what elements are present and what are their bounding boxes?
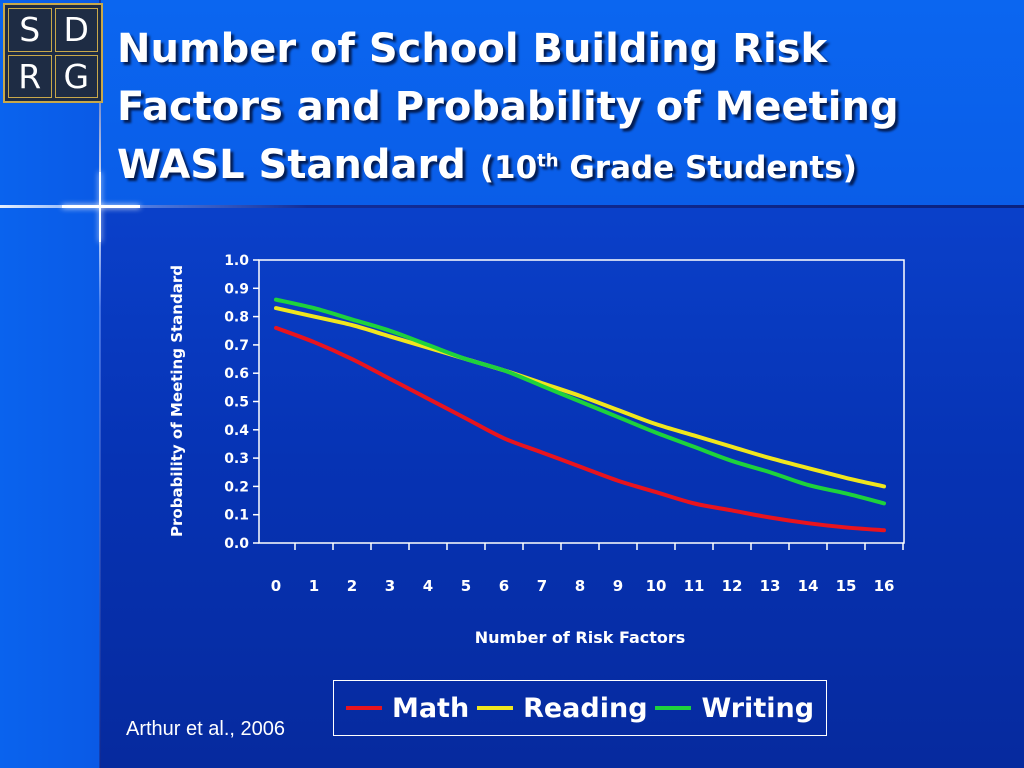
x-tick-label: 6 xyxy=(499,577,509,595)
x-tick-label: 1 xyxy=(309,577,319,595)
series-line-writing xyxy=(274,297,886,506)
legend-item-writing: Writing xyxy=(655,693,814,724)
y-tick-label: 0.0 xyxy=(224,536,249,552)
y-tick-label: 0.5 xyxy=(224,395,249,411)
y-tick-label: 0.6 xyxy=(224,366,249,382)
citation: Arthur et al., 2006 xyxy=(126,718,285,740)
x-axis: 0 1 2 3 4 5 6 7 8 9 10 11 12 13 14 15 16 xyxy=(271,543,904,595)
y-tick-label: 0.7 xyxy=(224,338,249,354)
logo-letter: S xyxy=(8,8,52,52)
y-tick-label: 0.3 xyxy=(224,451,249,467)
y-axis-label: Probability of Meeting Standard xyxy=(168,265,186,537)
legend-swatch-math xyxy=(345,706,382,710)
y-axis: 0.0 0.1 0.2 0.3 0.4 0.5 0.6 0.7 0.8 0.9 1.0 xyxy=(224,253,259,552)
header-band xyxy=(0,0,1024,205)
legend-label: Writing xyxy=(701,692,815,724)
legend-label: Math xyxy=(391,692,470,724)
legend-swatch-reading xyxy=(477,706,514,710)
legend-label: Reading xyxy=(523,692,648,724)
x-axis-label: Number of Risk Factors xyxy=(475,628,686,647)
y-tick-label: 0.9 xyxy=(224,281,249,297)
divider-line xyxy=(0,205,1024,208)
x-tick-label: 8 xyxy=(575,577,585,595)
x-tick-label: 15 xyxy=(836,577,857,595)
left-band xyxy=(0,0,100,768)
vertical-divider-line xyxy=(99,0,101,768)
title-sub-suffix: Grade Students) xyxy=(558,150,857,186)
sparkle-icon xyxy=(99,172,101,242)
legend-item-math: Math xyxy=(345,692,470,724)
sdrg-logo: S D R G xyxy=(3,3,103,103)
x-tick-label: 14 xyxy=(798,577,819,595)
title-main: Number of School Building Risk Factors a… xyxy=(117,26,899,188)
sparkle-icon xyxy=(62,205,140,208)
series-line-reading xyxy=(274,306,886,489)
x-tick-label: 5 xyxy=(461,577,471,595)
series-line-math xyxy=(274,325,886,533)
y-tick-label: 0.8 xyxy=(224,310,249,326)
y-tick-label: 1.0 xyxy=(224,253,249,269)
y-tick-label: 0.4 xyxy=(224,423,249,439)
x-tick-label: 12 xyxy=(722,577,743,595)
logo-letter: D xyxy=(54,8,98,52)
title-sub-sup: th xyxy=(537,150,559,172)
x-tick-label: 2 xyxy=(347,577,357,595)
series-lines xyxy=(274,297,886,533)
x-tick-label: 3 xyxy=(385,577,395,595)
x-tick-label: 13 xyxy=(760,577,781,595)
x-tick-label: 16 xyxy=(874,577,895,595)
title-subtitle: (10th Grade Students) xyxy=(480,150,857,186)
x-tick-label: 10 xyxy=(646,577,667,595)
x-tick-label: 9 xyxy=(613,577,623,595)
x-tick-label: 7 xyxy=(537,577,547,595)
x-tick-label: 11 xyxy=(684,577,705,595)
x-tick-label: 0 xyxy=(271,577,281,595)
legend-item-reading: Reading xyxy=(477,692,648,724)
logo-letter: G xyxy=(54,54,98,98)
title-sub-prefix: (10 xyxy=(479,150,538,186)
x-tick-label: 4 xyxy=(423,577,433,595)
y-tick-label: 0.1 xyxy=(224,508,249,524)
logo-letter: R xyxy=(8,54,52,98)
legend-swatch-writing xyxy=(655,706,692,710)
page-title: Number of School Building Risk Factors a… xyxy=(117,20,997,197)
chart-legend: Math Reading Writing xyxy=(333,680,827,736)
y-tick-label: 0.2 xyxy=(224,479,249,495)
